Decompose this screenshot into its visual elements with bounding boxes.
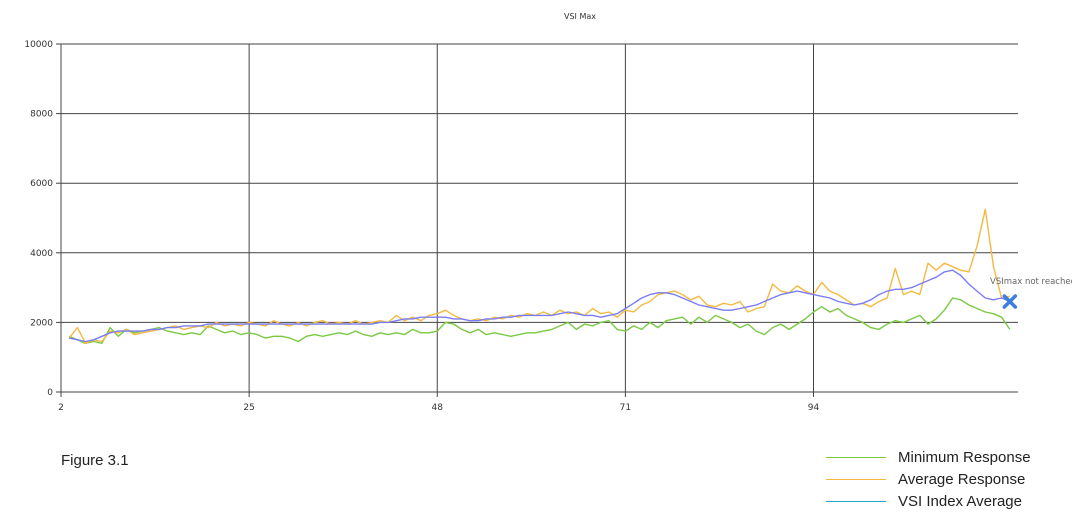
legend-swatch-minimum-response	[826, 456, 886, 458]
marker-stroke-b	[1002, 294, 1018, 309]
y-tick-label-0: 0	[47, 388, 53, 398]
x-tick-label-71: 71	[620, 403, 631, 413]
x-axis-ticks: 2 25 48 71 94	[58, 403, 819, 413]
grid	[61, 43, 1018, 392]
legend-label-minimum-response: Minimum Response	[898, 448, 1031, 466]
legend-item-minimum-response: Minimum Response	[826, 446, 1066, 468]
series-line-minimum-response	[68, 297, 1011, 344]
axes	[56, 43, 1018, 397]
x-tick-label-94: 94	[808, 403, 820, 413]
line-chart: VSI Max 2 25 48 71 94 0 2000 4000 6000 8000 10000…	[24, 12, 1072, 413]
legend-item-average-response: Average Response	[826, 468, 1066, 490]
x-tick-label-2: 2	[58, 403, 64, 413]
y-tick-label-6000: 6000	[30, 179, 53, 189]
x-tick-label-25: 25	[243, 403, 254, 413]
legend: Minimum Response Average Response VSI In…	[826, 446, 1066, 512]
figure-caption: Figure 3.1	[61, 452, 129, 469]
legend-swatch-average-response	[826, 478, 886, 480]
y-tick-label-4000: 4000	[30, 249, 53, 259]
legend-label-average-response: Average Response	[898, 470, 1026, 488]
legend-label-vsi-index-average: VSI Index Average	[898, 492, 1022, 510]
vsimax-annotation-text: VSImax not reached	[990, 277, 1072, 287]
series-lines	[68, 208, 1011, 344]
y-tick-label-2000: 2000	[30, 318, 53, 328]
legend-item-vsi-index-average: VSI Index Average	[826, 490, 1066, 512]
vsimax-marker-icon	[1002, 294, 1018, 309]
y-tick-label-8000: 8000	[30, 110, 53, 120]
y-tick-label-10000: 10000	[24, 40, 53, 50]
chart-title: VSI Max	[564, 12, 596, 21]
series-line-average-response	[68, 208, 1010, 344]
x-tick-label-48: 48	[432, 403, 444, 413]
y-axis-ticks: 0 2000 4000 6000 8000 10000	[24, 40, 53, 398]
annotation: VSImax not reached	[990, 277, 1072, 309]
series-line-vsi-index-average	[69, 269, 1011, 343]
legend-swatch-vsi-index-average	[826, 500, 886, 502]
